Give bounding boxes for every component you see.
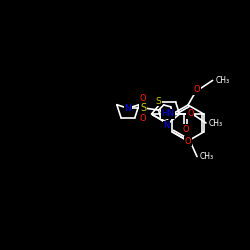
Text: O: O — [182, 125, 189, 134]
Text: O: O — [187, 110, 194, 118]
Text: CH₃: CH₃ — [209, 118, 223, 128]
Text: CH₃: CH₃ — [200, 152, 214, 161]
Text: O: O — [185, 136, 191, 145]
Text: N: N — [124, 104, 131, 113]
Text: O: O — [140, 94, 146, 103]
Text: HN: HN — [161, 110, 174, 118]
Text: O: O — [194, 85, 200, 94]
Text: S: S — [140, 103, 146, 113]
Text: N: N — [164, 122, 170, 130]
Text: O: O — [140, 114, 146, 123]
Text: CH₃: CH₃ — [216, 76, 230, 85]
Text: S: S — [156, 96, 162, 106]
